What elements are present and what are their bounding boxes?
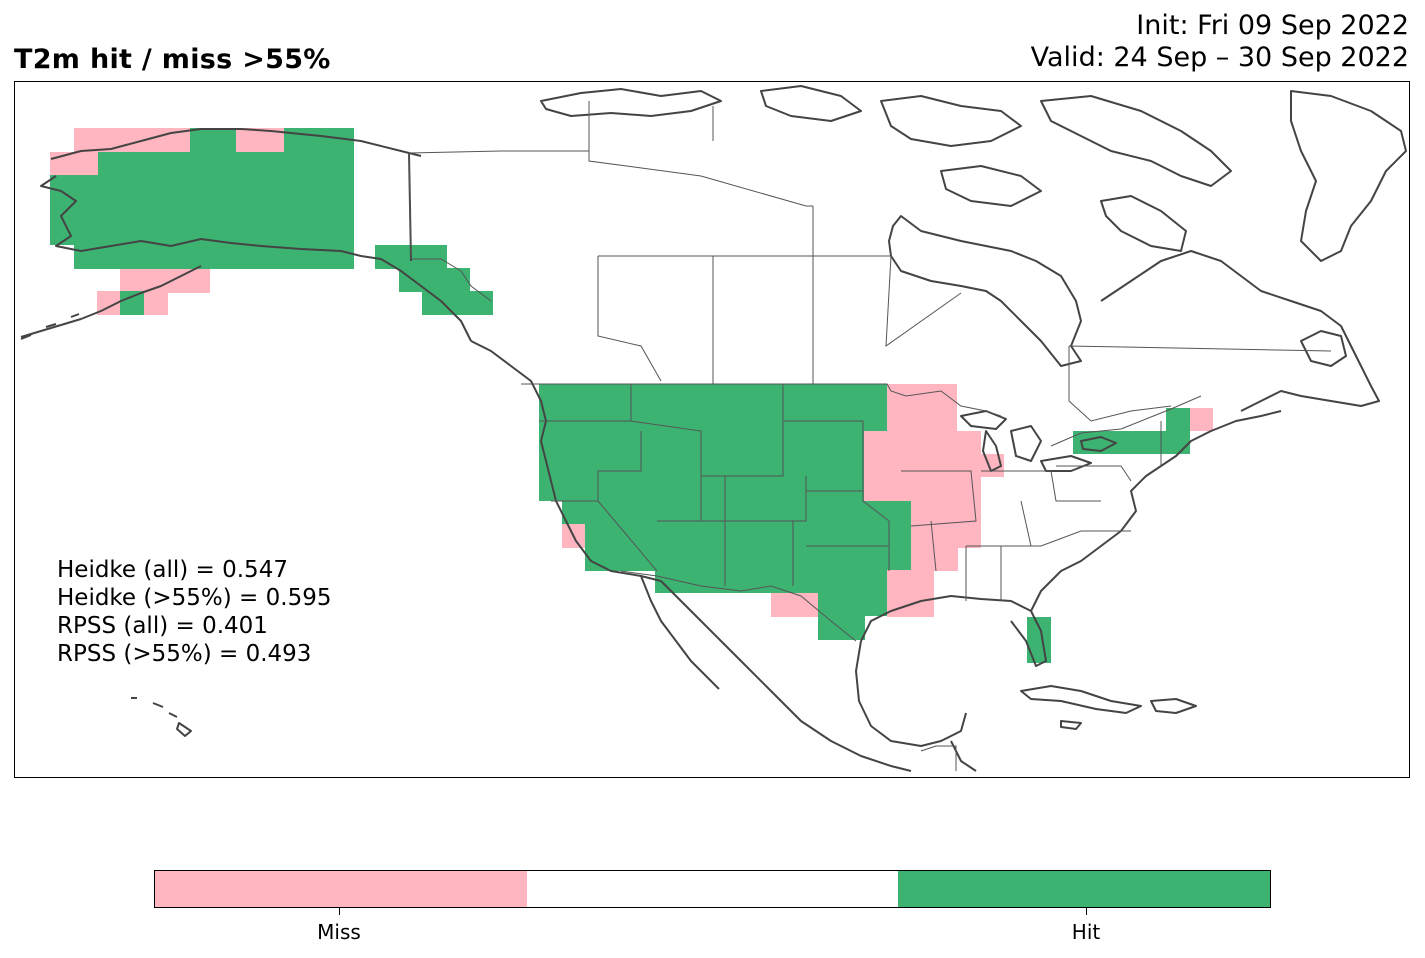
map-title: T2m hit / miss >55% <box>14 44 331 75</box>
hit-cell <box>585 524 911 571</box>
hit-cell <box>818 616 865 640</box>
central-america <box>920 745 957 771</box>
heidke-threshold: Heidke (>55%) = 0.595 <box>57 585 332 611</box>
miss-cell <box>911 501 981 548</box>
colorbar-hit-segment <box>898 871 1271 907</box>
coastlines <box>20 85 1407 772</box>
west-coast <box>470 340 912 772</box>
init-date: Init: Fri 09 Sep 2022 <box>1136 10 1409 41</box>
colorbar-label-hit: Hit <box>1071 920 1101 944</box>
map-frame <box>14 81 1410 778</box>
miss-cell <box>1190 408 1213 431</box>
skill-scores: Heidke (all) = 0.547 Heidke (>55%) = 0.5… <box>57 556 331 668</box>
newfoundland <box>1300 330 1347 367</box>
miss-cell <box>120 269 210 293</box>
us-states <box>539 384 1162 601</box>
grid-cells <box>50 128 1213 663</box>
hit-cell <box>1027 617 1051 663</box>
miss-cell <box>887 384 957 431</box>
hawaii <box>131 697 192 737</box>
political-borders <box>408 101 1332 771</box>
labrador-coast <box>1100 250 1380 412</box>
hit-cell <box>50 175 354 221</box>
heidke-all: Heidke (all) = 0.547 <box>57 557 288 583</box>
hit-cell <box>284 128 354 152</box>
miss-cell <box>771 593 818 617</box>
colorbar-label-miss: Miss <box>317 920 361 944</box>
caribbean <box>1020 685 1197 730</box>
alaska-canada-border <box>408 152 492 302</box>
miss-cell <box>50 152 98 176</box>
colorbar-miss-segment <box>155 871 527 907</box>
hit-cell <box>50 221 354 245</box>
map-canvas <box>20 85 1407 772</box>
hit-cell <box>190 128 236 152</box>
hit-cell <box>399 268 470 292</box>
gulf-coast <box>855 595 1047 772</box>
hit-cell <box>655 570 888 593</box>
colorbar <box>154 870 1271 908</box>
date-header: Init: Fri 09 Sep 2022 Valid: 24 Sep – 30… <box>1031 10 1409 74</box>
rpss-all: RPSS (all) = 0.401 <box>57 613 268 639</box>
hit-cell <box>539 384 887 501</box>
great-lakes <box>960 410 1117 472</box>
miss-cell <box>864 431 981 501</box>
miss-cell <box>74 128 190 152</box>
rpss-threshold: RPSS (>55%) = 0.493 <box>57 641 312 667</box>
colorbar-tick-hit <box>1086 908 1087 915</box>
us-mexico-border <box>620 570 857 642</box>
colorbar-tick-miss <box>339 908 340 915</box>
hudson-bay <box>888 215 1082 367</box>
canada-provinces <box>408 101 1332 422</box>
colorbar-neutral-segment <box>526 871 899 907</box>
hit-cell <box>818 593 888 616</box>
us-canada-border <box>521 383 1202 447</box>
hit-cell <box>98 152 354 176</box>
hit-cell <box>1166 408 1190 431</box>
hit-cell <box>120 291 144 315</box>
aleutians <box>20 313 80 340</box>
arctic-islands <box>540 85 1407 262</box>
valid-range: Valid: 24 Sep – 30 Sep 2022 <box>1030 42 1409 73</box>
east-coast <box>1030 410 1282 612</box>
